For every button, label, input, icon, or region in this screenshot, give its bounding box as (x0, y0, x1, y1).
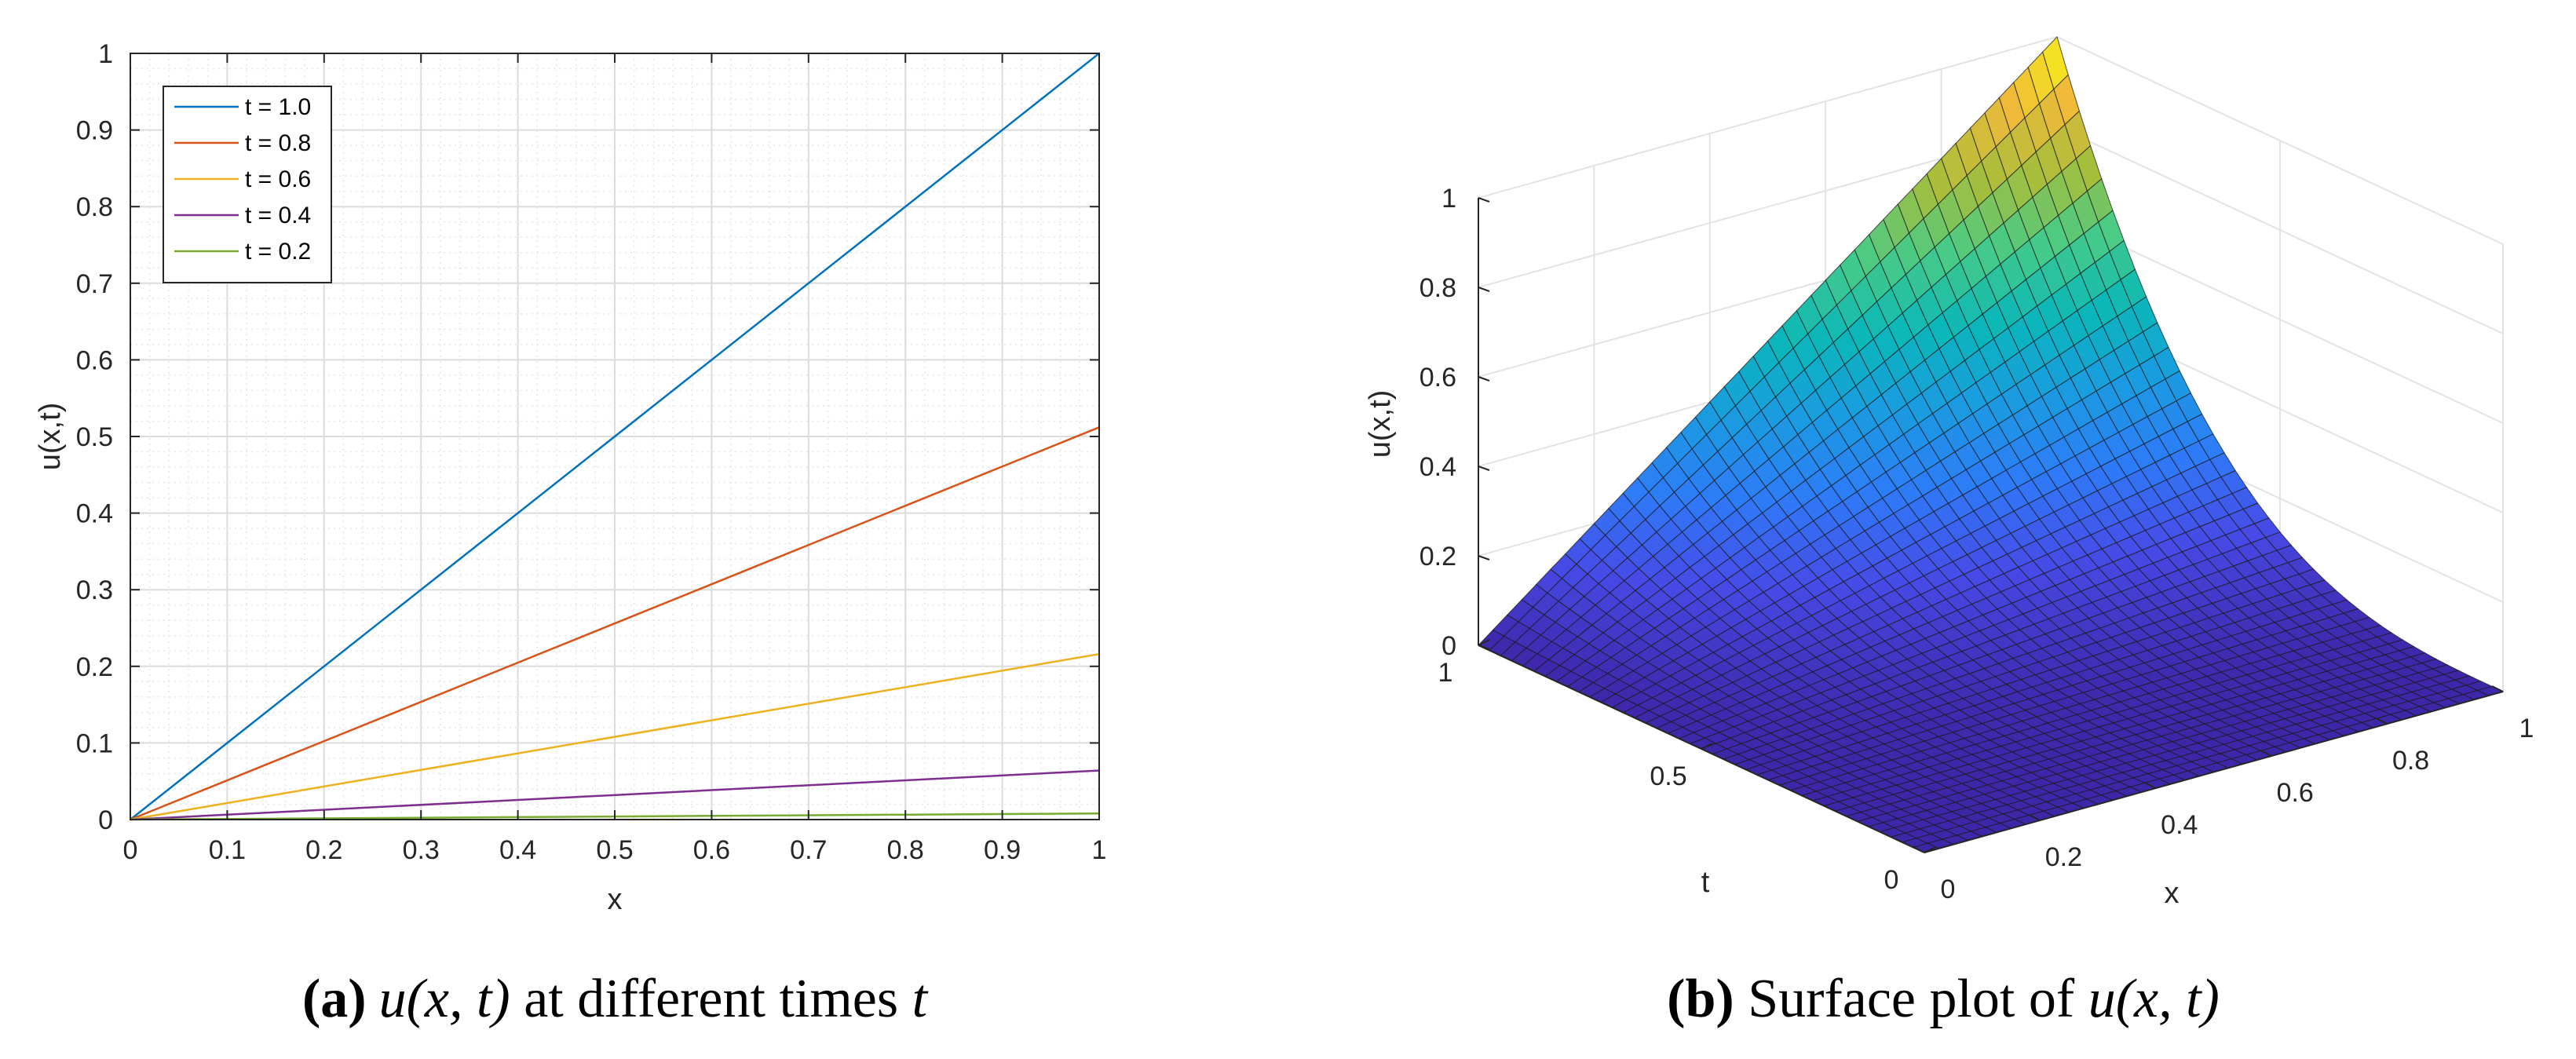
x-tick-label: 0.4 (499, 835, 536, 865)
z-tick-mark (1478, 555, 1490, 561)
x-tick-label: 0.6 (693, 835, 730, 865)
y-tick-label: 0 (98, 805, 113, 835)
surface-mesh (1478, 36, 2505, 853)
z-tick-label: 1 (1441, 184, 1456, 214)
y-tick-label: 0.1 (76, 729, 113, 758)
legend-label-1: t = 1.0 (245, 94, 311, 120)
x-tick-mark (2491, 685, 2504, 692)
z-tick-label: 0.4 (1420, 452, 1456, 482)
legend: t = 1.0 t = 0.8 t = 0.6 t = 0.4 t = 0.2 (163, 86, 332, 283)
z-tick-label: 0.6 (1420, 363, 1456, 393)
caption-b-text: Surface plot of (1734, 969, 2088, 1029)
x-tick-label: 0.4 (2161, 810, 2198, 840)
caption-b-label: (b) (1667, 969, 1734, 1029)
caption-a-math: u(x, t) (379, 969, 510, 1029)
y-axis-label: u(x,t) (34, 403, 67, 471)
t-tick-mark (1701, 743, 1713, 750)
z-tick-mark (1478, 197, 1490, 203)
x-tick-label: 1 (1092, 835, 1107, 865)
x-tick-label: 1 (2519, 714, 2534, 743)
series-line-1 (130, 53, 1100, 820)
t-tick-label: 1 (1438, 658, 1453, 688)
t-axis-label: t (1701, 866, 1710, 899)
caption-a-var: t (912, 969, 929, 1029)
x-tick-label: 0.3 (403, 835, 440, 865)
t-tick-mark (1478, 639, 1490, 646)
legend-label-3: t = 0.6 (245, 166, 311, 192)
x-tick-label: 0.9 (984, 835, 1021, 865)
back-grid-z (1478, 36, 2058, 199)
y-tick-label: 1 (98, 39, 113, 69)
y-tick-label: 0.7 (76, 269, 113, 299)
y-tick-label: 0.6 (76, 345, 113, 375)
line-chart-ticks: 0 0.1 0.2 0.3 0.4 0.5 0.6 0.7 0.8 0.9 1 0 0.1 0.2 0.3 0… (76, 39, 1107, 865)
z-axis-label: u(x,t) (1364, 390, 1397, 458)
line-chart-panel: 0 0.1 0.2 0.3 0.4 0.5 0.6 0.7 0.8 0.9 1 0 0.1 0.2 0.3 0… (34, 39, 1106, 916)
z-tick-label: 0 (1441, 631, 1456, 661)
z-tick-mark (1478, 645, 1490, 650)
x-tick-label: 0 (1941, 875, 1956, 904)
series-line-4 (130, 769, 1100, 821)
z-tick-label: 0.8 (1420, 273, 1456, 303)
z-tick-mark (1478, 287, 1490, 292)
x-tick-mark (2028, 814, 2041, 821)
x-axis-label-3d: x (2165, 877, 2180, 910)
legend-label-4: t = 0.4 (245, 203, 311, 228)
y-tick-label: 0.9 (76, 116, 113, 146)
t-tick-mark (1924, 846, 1936, 853)
z-tick-mark (1478, 466, 1490, 471)
side-grid-z (2056, 126, 2504, 334)
caption-a: (a) u(x, t) at different times t (302, 969, 929, 1029)
x-axis-label: x (608, 883, 623, 916)
y-tick-label: 0.2 (76, 652, 113, 682)
caption-a-label: (a) (302, 969, 367, 1029)
x-tick-label: 0.1 (209, 835, 246, 865)
z-tick-mark (1478, 376, 1490, 382)
y-tick-label: 0.4 (76, 499, 113, 529)
legend-box (163, 86, 332, 283)
t-tick-label: 0 (1884, 865, 1899, 895)
x-tick-label: 0.2 (2045, 842, 2082, 872)
y-tick-label: 0.8 (76, 192, 113, 222)
x-tick-mark (2144, 782, 2157, 789)
x-tick-mark (2260, 750, 2272, 757)
x-tick-label: 0.7 (790, 835, 827, 865)
y-tick-label: 0.3 (76, 575, 113, 605)
z-tick-label: 0.2 (1420, 542, 1456, 571)
side-grid-z (2056, 215, 2504, 424)
legend-label-5: t = 0.2 (245, 239, 311, 265)
x-tick-mark (1913, 846, 1925, 853)
x-tick-label: 0.8 (2392, 746, 2429, 776)
side-grid-z (2056, 36, 2504, 245)
x-tick-label: 0.8 (887, 835, 924, 865)
x-tick-label: 0.6 (2277, 778, 2314, 808)
x-tick-label: 0.2 (305, 835, 342, 865)
x-tick-label: 0 (123, 835, 138, 865)
line-chart-series (130, 53, 1100, 821)
x-tick-label: 0.5 (596, 835, 633, 865)
caption-a-text: at different times (510, 969, 912, 1029)
series-line-2 (130, 426, 1100, 821)
legend-label-2: t = 0.8 (245, 130, 311, 156)
t-tick-label: 0.5 (1650, 761, 1686, 791)
caption-b: (b) Surface plot of u(x, t) (1667, 969, 2220, 1029)
caption-b-math: u(x, t) (2088, 969, 2220, 1029)
y-tick-label: 0.5 (76, 422, 113, 452)
series-line-3 (130, 652, 1100, 821)
x-axis-line (1924, 691, 2504, 853)
x-tick-mark (2376, 718, 2388, 725)
